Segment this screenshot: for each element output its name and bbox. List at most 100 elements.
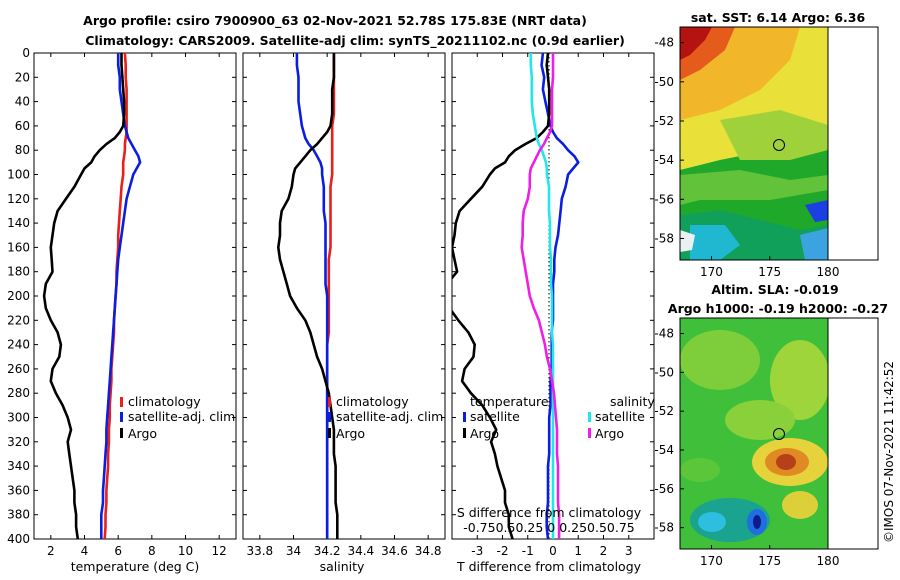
depth-tick-label: 320 (7, 435, 30, 449)
map-y-tick-label: -50 (654, 75, 674, 89)
depth-tick-label: 80 (15, 143, 30, 157)
x-tick-label: -2 (497, 544, 509, 558)
x-tick-label: 0 (549, 544, 557, 558)
legend-climatology-swatch (328, 397, 331, 407)
legend-argo-s-label: Argo (595, 426, 624, 441)
sst-argo-marker (773, 139, 785, 151)
satellite-s-difference-line (529, 53, 555, 539)
difference-x-ticks: -3 -2 -1 0 1 2 3 (471, 53, 633, 558)
temperature-xlabel: temperature (deg C) (71, 559, 200, 574)
legend-argo-swatch (328, 428, 331, 438)
map-y-tick-label: -54 (654, 443, 674, 457)
sst-map-title: sat. SST: 6.14 Argo: 6.36 (691, 10, 866, 25)
map-x-tick-label: 180 (817, 554, 840, 568)
map-x-tick-label: 180 (817, 265, 840, 279)
depth-tick-label: 160 (7, 240, 30, 254)
figure-title-line1: Argo profile: csiro 7900900_63 02-Nov-20… (83, 13, 587, 29)
map-x-tick-label: 175 (758, 265, 781, 279)
depth-tick-label: 340 (7, 459, 30, 473)
temperature-axes-box (33, 52, 237, 540)
depth-tick-label: 280 (7, 386, 30, 400)
x-tick-label: 34.8 (415, 544, 442, 558)
legend-argo-label: Argo (128, 426, 157, 441)
salinity-panel: 33.8 34 34.2 34.4 34.6 34.8 salinity climatol… (242, 52, 446, 574)
depth-tick-label: 360 (7, 483, 30, 497)
legend-satellite-label: satellite-adj. clim (336, 409, 443, 424)
map-y-tick-label: -48 (654, 327, 674, 341)
legend-satellite-s-swatch (588, 412, 591, 422)
difference-lines (452, 53, 580, 539)
difference-xlabel: T difference from climatology (456, 559, 642, 574)
sst-map-yticks: -48 -50 -52 -54 -56 -58 (654, 36, 684, 245)
x-tick-label: -1 (522, 544, 534, 558)
depth-tick-label: 200 (7, 289, 30, 303)
x-tick-label: 4 (81, 544, 89, 558)
depth-tick-label: 260 (7, 362, 30, 376)
temperature-legend: climatology satellite-adj. clim Argo (120, 394, 235, 441)
temperature-depth-ticks: 0 20 40 60 80 100 120 140 160 180 200 220 240 260 280 3… (7, 46, 236, 546)
x-tick-label: 12 (212, 544, 227, 558)
argo-temperature-line (42, 53, 126, 539)
salinity-depth-ticks (243, 52, 445, 540)
salinity-x-ticks: 33.8 34 34.2 34.4 34.6 34.8 (246, 53, 442, 558)
salinity-axes-box (242, 52, 446, 540)
satellite-salinity-line (295, 53, 329, 539)
legend-temperature-heading: temperature (470, 394, 549, 409)
legend-argo-t-swatch (463, 428, 466, 438)
sst-map-extent (827, 26, 879, 261)
difference-panel: -3 -2 -1 0 1 2 3 T difference from climatology… (451, 52, 655, 574)
map-y-tick-label: -58 (654, 521, 674, 535)
x-tick-label: 1 (574, 544, 582, 558)
sla-map-extent (827, 317, 879, 550)
sla-map-title2: Argo h1000: -0.19 h2000: -0.27 (668, 301, 888, 316)
depth-tick-label: 380 (7, 508, 30, 522)
argo-t-difference-line (452, 53, 551, 539)
x-tick-label: 2 (600, 544, 608, 558)
sst-map: sat. SST: 6.14 Argo: 6.36 -48 -50 -52 -54 -5… (654, 10, 879, 279)
satellite-temperature-line (100, 53, 142, 539)
depth-tick-label: 60 (15, 119, 30, 133)
depth-tick-label: 180 (7, 265, 30, 279)
sla-map-title1: Altim. SLA: -0.019 (711, 282, 838, 297)
x-tick-label: 34.4 (347, 544, 374, 558)
map-y-tick-label: -52 (654, 404, 674, 418)
legend-climatology-label: climatology (336, 394, 409, 409)
x-tick-label: 34.6 (381, 544, 408, 558)
argo-salinity-line (276, 53, 339, 539)
depth-tick-label: 40 (15, 95, 30, 109)
legend-satellite-label: satellite-adj. clim (128, 409, 235, 424)
map-y-tick-label: -56 (654, 192, 674, 206)
x-tick-label: 2 (47, 544, 55, 558)
x-tick-label: 8 (148, 544, 156, 558)
map-y-tick-label: -56 (654, 482, 674, 496)
x-tick-label: 10 (178, 544, 193, 558)
depth-tick-label: 120 (7, 192, 30, 206)
legend-satellite-t-swatch (463, 412, 466, 422)
legend-argo-label: Argo (336, 426, 365, 441)
map-y-tick-label: -48 (654, 36, 674, 50)
satellite-t-difference-line (540, 53, 580, 539)
legend-argo-s-swatch (588, 428, 591, 438)
depth-tick-label: 20 (15, 70, 30, 84)
salinity-lines (276, 53, 339, 539)
temperature-panel: 0 20 40 60 80 100 120 140 160 180 200 220 240 260 280 3… (7, 46, 237, 574)
legend-argo-swatch (120, 428, 123, 438)
legend-satellite-s-label: satellite (595, 409, 645, 424)
map-x-tick-label: 170 (700, 554, 723, 568)
depth-tick-label: 140 (7, 216, 30, 230)
depth-tick-label: 300 (7, 411, 30, 425)
sla-map-image (680, 318, 828, 549)
salinity-xlabel: salinity (320, 559, 365, 574)
map-y-tick-label: -52 (654, 114, 674, 128)
x-tick-label: 3 (625, 544, 633, 558)
temperature-lines (42, 53, 142, 539)
figure-title-line2: Climatology: CARS2009. Satellite-adj cli… (85, 33, 625, 49)
depth-tick-label: 400 (7, 532, 30, 546)
x-tick-label: 6 (114, 544, 122, 558)
legend-satellite-swatch (120, 412, 123, 422)
temperature-x-ticks: 2 4 6 8 10 12 (47, 53, 227, 558)
map-y-tick-label: -50 (654, 365, 674, 379)
map-y-tick-label: -58 (654, 231, 674, 245)
sst-map-image (680, 27, 828, 260)
